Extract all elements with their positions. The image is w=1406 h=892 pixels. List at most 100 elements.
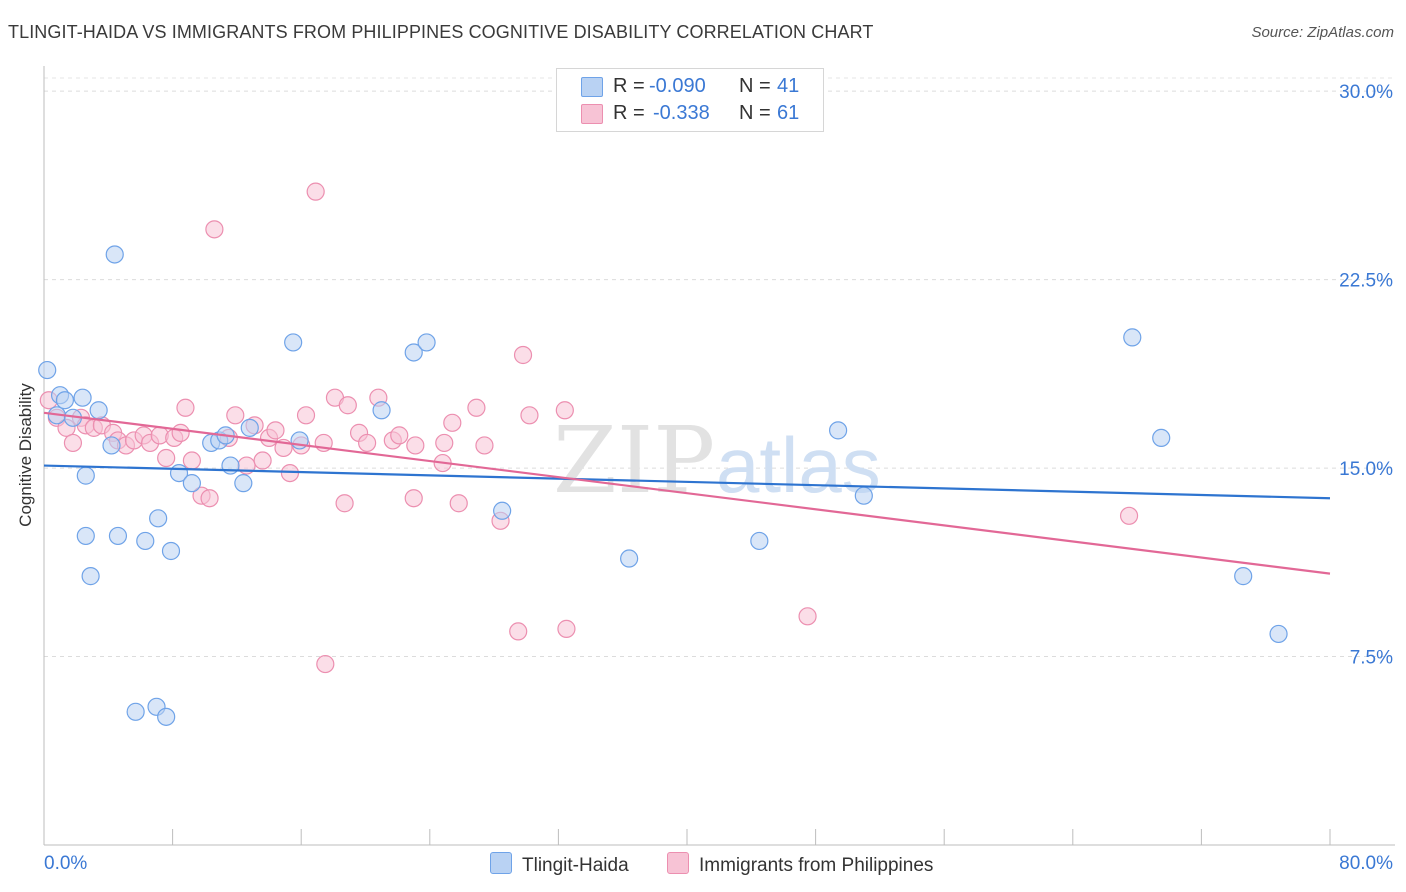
legend-r-value-pink: -0.338 xyxy=(653,102,710,124)
data-point-pink xyxy=(443,413,462,432)
legend-n-label-blue: N = xyxy=(739,75,771,97)
bottom-legend-pink: Immigrants from Philippines xyxy=(667,852,933,877)
data-point-blue xyxy=(854,486,873,505)
data-point-blue xyxy=(105,245,124,264)
data-point-blue xyxy=(73,388,92,407)
bottom-legend-swatch-blue xyxy=(490,852,512,874)
data-point-pink xyxy=(205,220,224,239)
data-point-blue xyxy=(108,526,128,546)
data-point-pink xyxy=(358,433,377,453)
data-point-pink xyxy=(406,436,425,455)
x-tick-label-max: 80.0% xyxy=(1339,853,1393,874)
bottom-legend-swatch-pink xyxy=(667,852,689,874)
gridlines xyxy=(44,77,1395,658)
legend-n-value-blue: 41 xyxy=(777,75,800,97)
data-point-blue xyxy=(493,501,512,520)
data-point-pink xyxy=(266,421,285,440)
correlation-legend: R = -0.090 N = 41 R = -0.338 N = 61 xyxy=(556,68,824,132)
data-point-pink xyxy=(63,433,83,453)
y-tick-labels: 7.5% 15.0% 22.5% 30.0% xyxy=(1339,82,1393,668)
chart-source: Source: ZipAtlas.com xyxy=(1251,24,1394,41)
y-tick-label: 7.5% xyxy=(1350,648,1393,669)
watermark-atlas: atlas xyxy=(716,421,881,509)
data-point-blue xyxy=(404,343,423,362)
data-point-blue xyxy=(38,360,57,380)
data-point-pink xyxy=(513,345,533,365)
bottom-legend-label-blue: Tlingit-Haida xyxy=(522,855,629,876)
data-point-blue xyxy=(417,333,436,352)
data-point-blue xyxy=(76,466,95,485)
legend-r-label-pink: R = xyxy=(613,102,645,124)
data-point-blue xyxy=(829,421,848,440)
data-point-pink xyxy=(555,401,574,420)
watermark-zip: ZIP xyxy=(553,407,715,514)
data-point-pink xyxy=(171,423,190,442)
data-point-pink xyxy=(404,489,423,508)
legend-r-value-blue: -0.090 xyxy=(649,75,706,97)
data-point-blue xyxy=(372,401,391,420)
data-point-pink xyxy=(226,406,245,425)
data-point-blue xyxy=(284,333,303,352)
y-tick-label: 22.5% xyxy=(1339,271,1393,292)
data-point-blue xyxy=(240,418,259,437)
trend-lines xyxy=(43,411,1331,575)
data-point-blue xyxy=(89,401,108,420)
data-point-pink xyxy=(176,398,195,417)
data-point-blue xyxy=(1123,328,1142,347)
data-point-blue xyxy=(81,567,100,586)
legend-n-label-pink: N = xyxy=(739,102,771,124)
bottom-legend-blue: Tlingit-Haida xyxy=(490,852,629,877)
data-point-blue xyxy=(55,391,74,410)
legend-r-label-blue: R = xyxy=(613,75,645,97)
data-point-pink xyxy=(520,406,539,425)
data-point-blue xyxy=(182,474,201,493)
data-point-pink xyxy=(182,451,201,470)
axes xyxy=(43,66,1395,846)
data-point-blue xyxy=(157,707,176,726)
watermark: ZIP atlas xyxy=(553,407,881,514)
data-point-pink xyxy=(390,426,409,445)
data-point-blue xyxy=(136,531,155,551)
data-point-pink xyxy=(296,406,316,425)
data-point-pink xyxy=(157,448,176,468)
data-point-pink xyxy=(798,607,817,626)
y-axis-label: Cognitive Disability xyxy=(16,383,35,527)
data-point-pink xyxy=(557,619,576,638)
data-point-blue xyxy=(126,702,145,721)
data-point-blue xyxy=(149,509,168,528)
bottom-legend-label-pink: Immigrants from Philippines xyxy=(699,855,934,876)
data-point-pink xyxy=(335,494,354,513)
x-tick-labels: 0.0% 80.0% xyxy=(44,853,1393,874)
data-point-pink xyxy=(280,463,300,483)
data-point-pink xyxy=(475,436,494,455)
data-point-pink xyxy=(316,654,335,674)
legend-swatch-pink xyxy=(581,104,603,124)
data-point-pink xyxy=(509,622,528,641)
data-point-pink xyxy=(435,433,454,453)
data-point-blue xyxy=(1152,428,1171,448)
x-tick-label-min: 0.0% xyxy=(44,853,87,874)
trend-line-blue xyxy=(43,464,1331,500)
data-point-blue xyxy=(750,531,769,551)
data-point-blue xyxy=(1269,624,1288,644)
data-point-pink xyxy=(253,451,272,470)
data-point-pink xyxy=(306,182,325,201)
y-tick-label: 15.0% xyxy=(1339,459,1393,480)
data-point-pink xyxy=(449,494,468,513)
legend-swatch-blue xyxy=(581,77,603,97)
data-point-blue xyxy=(161,541,181,561)
data-point-pink xyxy=(338,396,357,415)
y-tick-label: 30.0% xyxy=(1339,82,1393,103)
data-point-blue xyxy=(234,474,253,493)
data-point-pink xyxy=(200,489,219,508)
data-point-blue xyxy=(620,549,639,568)
trend-line-pink xyxy=(43,411,1331,575)
data-point-blue xyxy=(1234,567,1253,586)
data-point-pink xyxy=(1119,506,1139,525)
chart-title: TLINGIT-HAIDA VS IMMIGRANTS FROM PHILIPP… xyxy=(8,22,874,42)
data-point-pink xyxy=(467,398,486,417)
data-point-blue xyxy=(102,436,121,455)
legend-n-value-pink: 61 xyxy=(777,102,800,124)
data-point-blue xyxy=(76,526,95,546)
